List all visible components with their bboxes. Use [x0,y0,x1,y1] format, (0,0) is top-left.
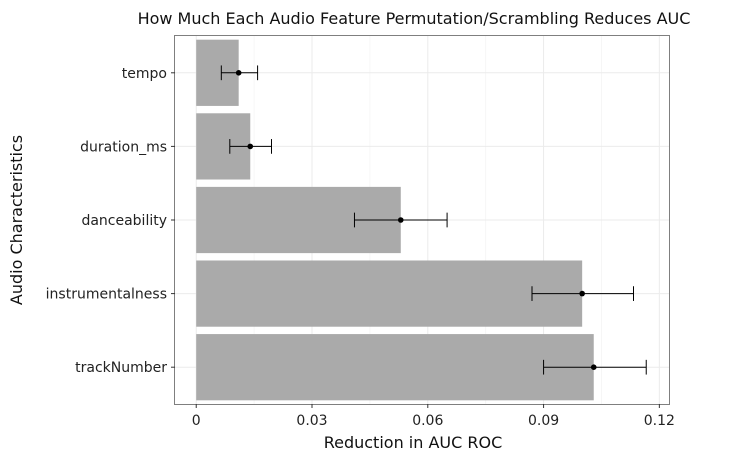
point-duration_ms [247,143,254,150]
x-tick-label: 0.03 [296,413,327,429]
bar-trackNumber [196,334,594,401]
chart-title: How Much Each Audio Feature Permutation/… [138,9,691,28]
points [235,70,597,371]
y-axis-title: Audio Characteristics [7,135,26,305]
x-tick-label: 0.12 [644,413,675,429]
y-tick-label: instrumentalness [46,287,167,303]
x-axis: 0 0.03 0.06 0.09 0.12 [192,404,675,429]
bars [196,39,594,401]
y-tick-label: trackNumber [75,360,167,376]
x-tick-label: 0.09 [528,413,559,429]
x-tick-label: 0 [192,413,201,429]
y-axis: tempo duration_ms danceability instrumental… [46,66,175,376]
y-tick-label: duration_ms [80,139,167,155]
x-tick-label: 0.06 [412,413,443,429]
point-instrumentalness [579,290,585,297]
y-tick-label: danceability [81,213,167,229]
point-danceability [397,217,404,223]
point-trackNumber [590,364,597,371]
x-axis-title: Reduction in AUC ROC [324,433,503,452]
point-tempo [235,70,242,76]
bar-instrumentalness [196,260,583,327]
y-tick-label: tempo [122,66,167,82]
